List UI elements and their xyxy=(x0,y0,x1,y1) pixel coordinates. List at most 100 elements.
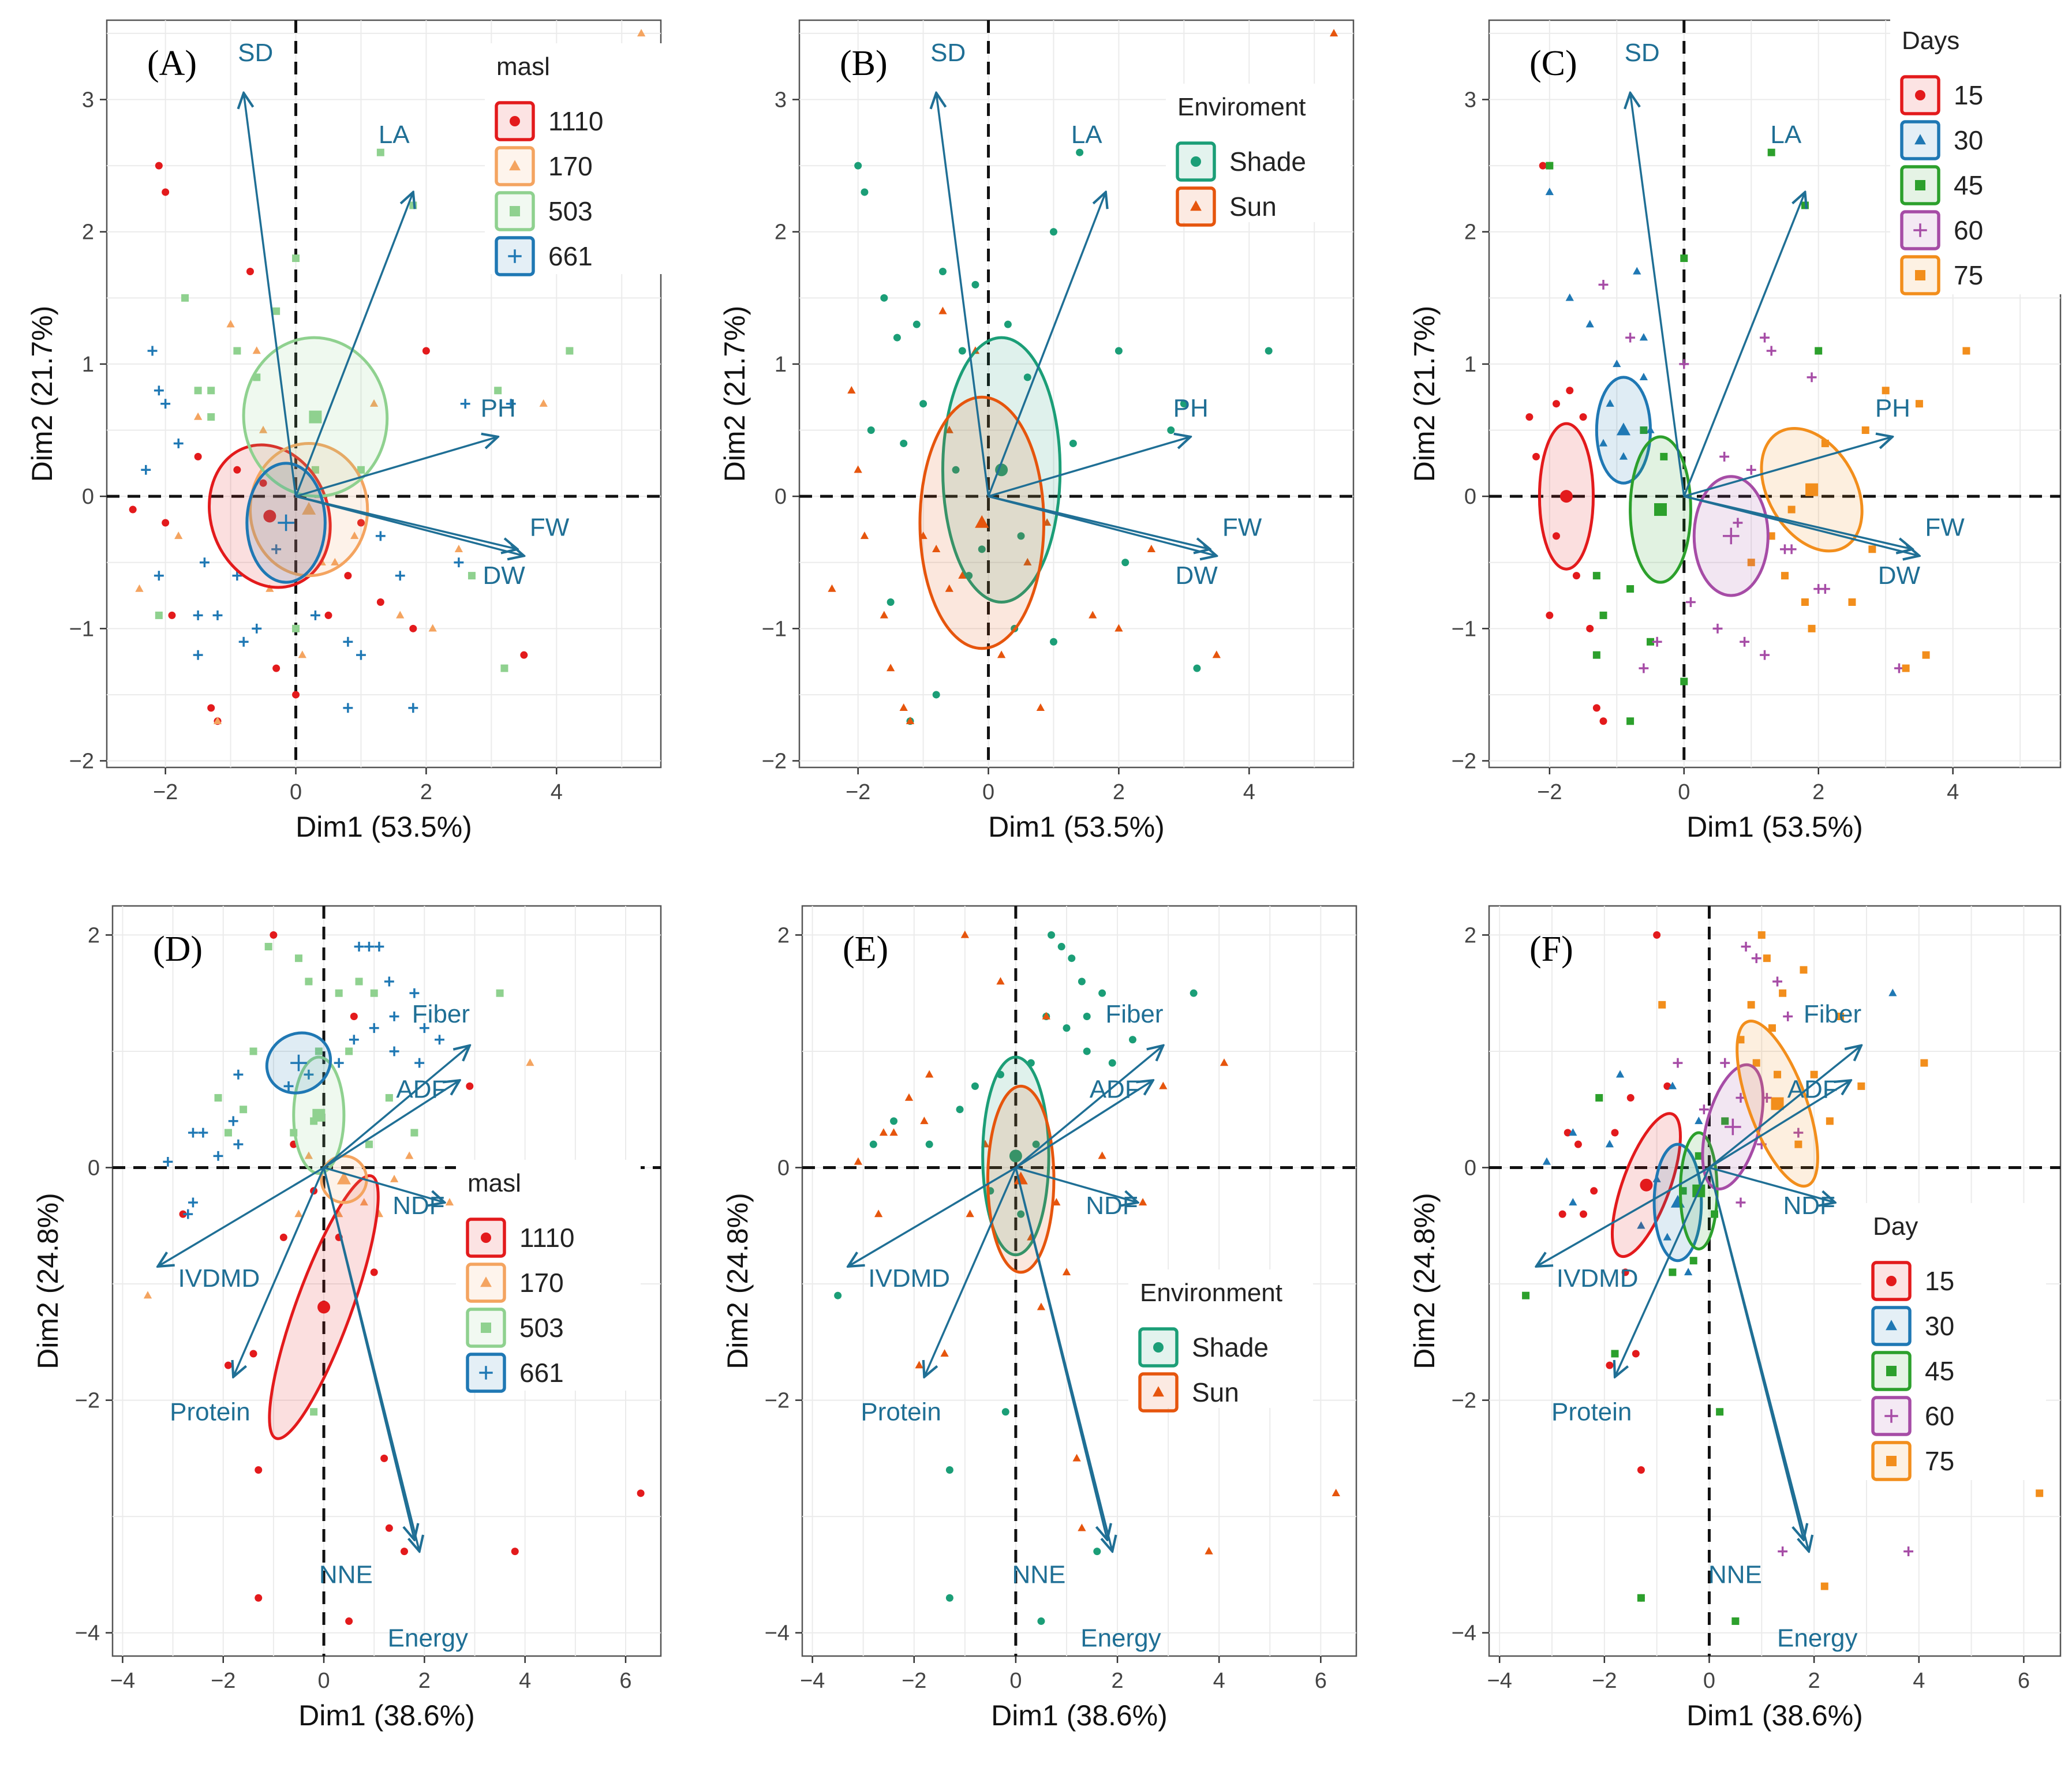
data-point xyxy=(971,1082,979,1090)
data-point xyxy=(294,954,302,962)
data-point xyxy=(1653,931,1661,939)
y-tick-label: 0 xyxy=(88,1156,100,1180)
data-point xyxy=(1689,1257,1697,1265)
data-point xyxy=(364,942,374,952)
data-point xyxy=(1611,1350,1619,1358)
data-point xyxy=(1962,347,1970,355)
data-point xyxy=(1786,544,1797,555)
data-point xyxy=(410,1129,418,1137)
x-axis-title: Dim1 (38.6%) xyxy=(298,1699,475,1732)
group-centroid xyxy=(317,1301,331,1314)
data-point xyxy=(1801,598,1809,606)
data-point xyxy=(912,320,921,328)
data-point xyxy=(129,505,137,514)
x-tick-label: 4 xyxy=(1213,1669,1225,1693)
data-point xyxy=(1731,1617,1740,1625)
data-point xyxy=(1810,1070,1818,1078)
legend-label: 170 xyxy=(548,151,593,181)
group-centroid xyxy=(1616,422,1631,436)
data-point xyxy=(240,1106,248,1114)
y-tick-label: −4 xyxy=(75,1621,100,1646)
data-point xyxy=(889,1128,898,1136)
data-point xyxy=(945,425,953,433)
data-point xyxy=(1752,1059,1760,1067)
x-axis-title: Dim1 (53.5%) xyxy=(988,811,1165,843)
vector-sd xyxy=(936,93,990,497)
data-point xyxy=(1848,598,1856,606)
data-point xyxy=(637,1489,645,1497)
data-point xyxy=(1680,677,1688,686)
legend-key-marker xyxy=(1913,223,1927,237)
data-point xyxy=(271,544,282,555)
vector-protein xyxy=(924,1167,1017,1377)
data-point xyxy=(1069,439,1077,447)
vector-sd xyxy=(1630,93,1685,497)
data-point xyxy=(867,426,875,434)
series-shade xyxy=(854,148,1273,725)
data-point xyxy=(1552,400,1560,408)
data-point xyxy=(526,1058,534,1066)
data-point xyxy=(925,1070,934,1078)
data-point xyxy=(1068,954,1076,962)
legend-label: Sun xyxy=(1192,1377,1239,1407)
vector-label-energy: Energy xyxy=(388,1624,468,1653)
data-point xyxy=(879,1128,888,1136)
data-point xyxy=(1558,1210,1566,1218)
y-tick-label: −1 xyxy=(762,617,787,641)
vector-label-dw: DW xyxy=(483,561,526,590)
y-tick-label: 2 xyxy=(1464,923,1476,947)
y-tick-label: 2 xyxy=(1464,220,1476,245)
data-point xyxy=(1736,1197,1746,1208)
legend-item-60: 60 xyxy=(1900,210,1983,250)
data-point xyxy=(1652,636,1662,647)
data-point xyxy=(566,347,574,355)
data-point xyxy=(252,623,262,634)
data-point xyxy=(1595,1094,1603,1102)
vector-label-protein: Protein xyxy=(170,1398,250,1426)
data-point xyxy=(1767,532,1775,540)
series-661 xyxy=(163,942,444,1219)
vector-label-ivdmd: IVDMD xyxy=(1557,1264,1639,1293)
data-point xyxy=(1023,373,1031,381)
data-point xyxy=(932,545,941,553)
data-point xyxy=(1669,1268,1677,1276)
data-point xyxy=(1592,651,1600,659)
data-point xyxy=(1611,1129,1619,1137)
data-point xyxy=(861,188,869,196)
data-point xyxy=(1716,1408,1724,1416)
legend-item-661: 661 xyxy=(495,236,593,276)
data-point xyxy=(369,399,379,407)
data-point xyxy=(1815,347,1823,355)
data-point xyxy=(1767,148,1775,156)
x-tick-label: 0 xyxy=(1678,780,1690,804)
data-point xyxy=(193,610,203,620)
x-tick-label: 2 xyxy=(1812,780,1824,804)
data-point xyxy=(409,624,417,632)
data-point xyxy=(1902,664,1910,672)
data-point xyxy=(996,977,1005,985)
data-point xyxy=(854,465,862,473)
group-centroid xyxy=(263,510,276,523)
data-point xyxy=(1598,279,1609,290)
x-tick-label: 0 xyxy=(290,780,302,804)
data-point xyxy=(1078,1523,1086,1531)
data-point xyxy=(401,1548,409,1556)
data-point xyxy=(345,1617,353,1625)
data-point xyxy=(1613,359,1621,368)
data-point xyxy=(294,1209,303,1218)
data-point xyxy=(1920,1059,1928,1067)
data-point xyxy=(978,545,986,553)
data-point xyxy=(226,320,235,328)
data-point xyxy=(945,1466,953,1474)
series-45 xyxy=(1546,148,1823,725)
data-point xyxy=(1721,1117,1729,1125)
vector-label-fiber: Fiber xyxy=(1105,1000,1163,1028)
data-point xyxy=(1121,559,1129,567)
series-170 xyxy=(135,29,646,724)
x-tick-label: −2 xyxy=(1537,780,1562,804)
data-point xyxy=(233,466,241,474)
vector-dw xyxy=(988,495,1210,549)
x-tick-label: 2 xyxy=(1113,780,1125,804)
vector-adf xyxy=(1015,1080,1153,1168)
